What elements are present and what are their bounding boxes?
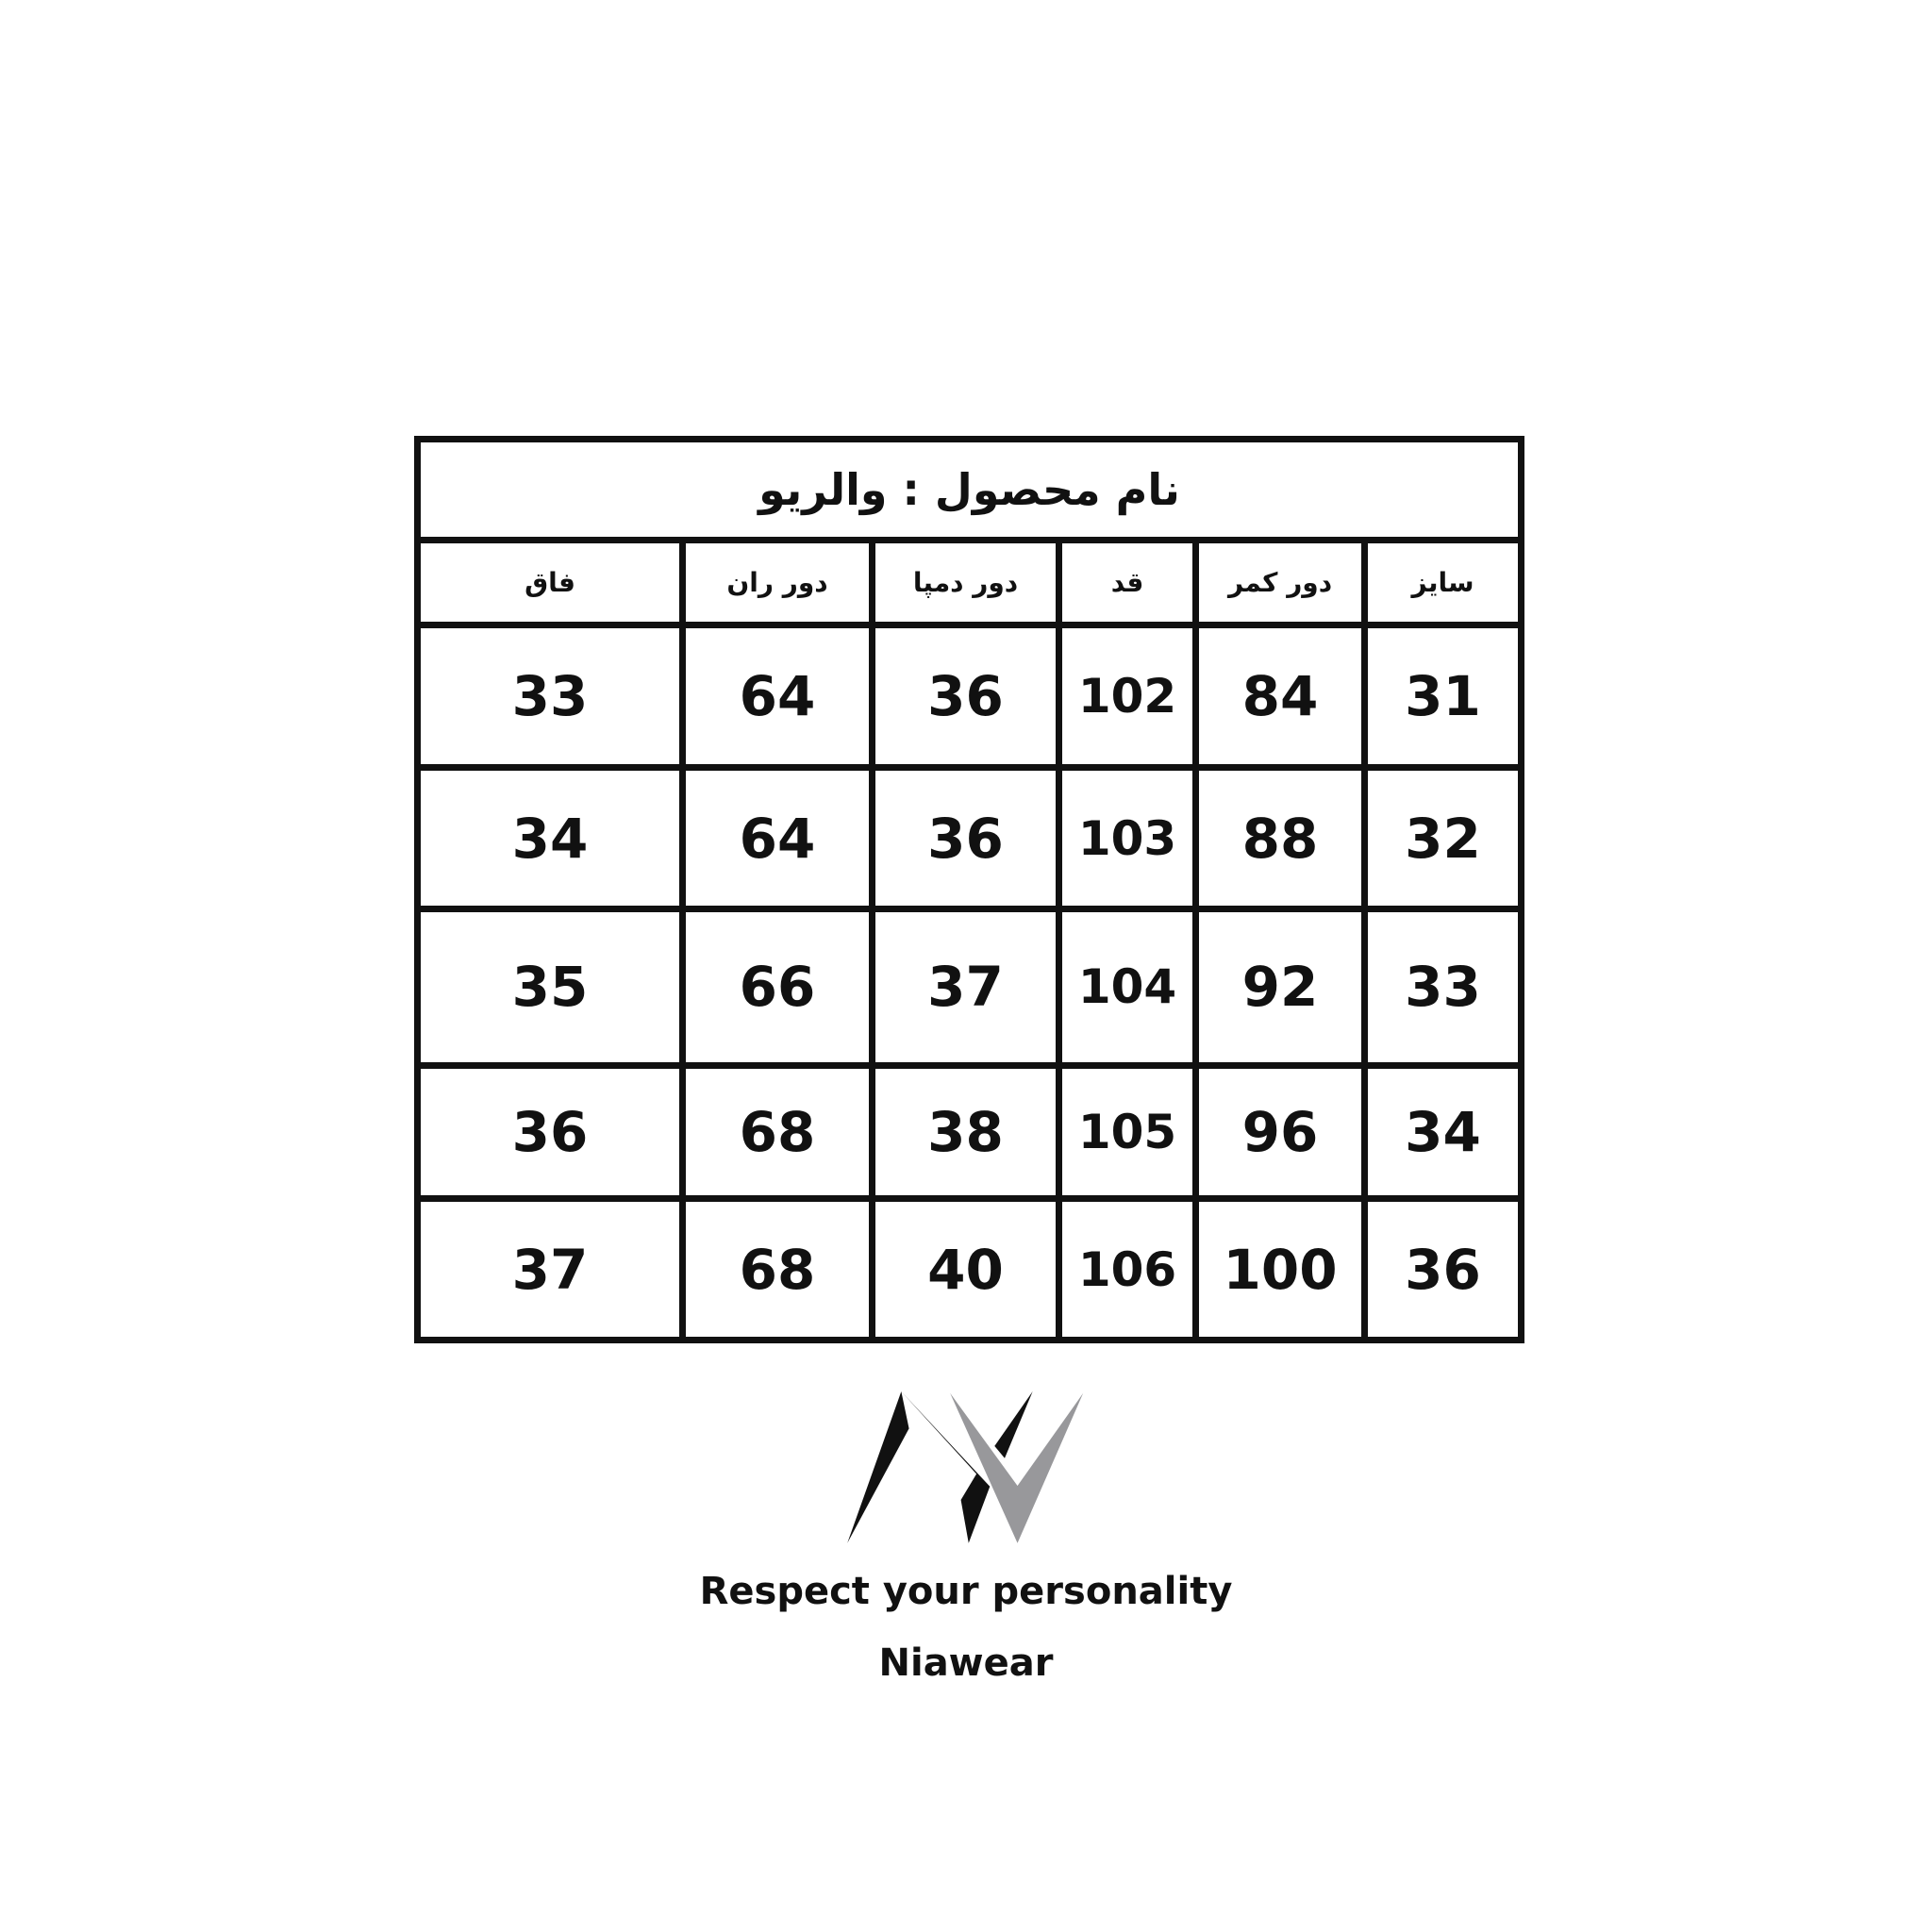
size-chart-table: نام محصول : والریو سایز دور کمر قد دور د… [413, 435, 1525, 1343]
table-row: 31 84 102 36 64 33 [413, 621, 1525, 772]
product-name: نام محصول : والریو [413, 435, 1525, 544]
table-cell: 40 [869, 1195, 1063, 1343]
table-cell: 96 [1192, 1061, 1369, 1203]
table-cell: 38 [869, 1061, 1063, 1203]
table-cell: 104 [1056, 906, 1200, 1069]
logo-diagonal-stroke [901, 1391, 991, 1543]
column-header: سایز [1361, 537, 1525, 628]
table-cell: 103 [1056, 764, 1200, 913]
table-cell: 106 [1056, 1195, 1200, 1343]
table-cell: 32 [1361, 764, 1525, 913]
table-cell: 34 [1361, 1061, 1525, 1203]
logo-top-right-stroke [994, 1391, 1033, 1458]
table-cell: 88 [1192, 764, 1369, 913]
title-row: نام محصول : والریو [413, 435, 1525, 544]
table-cell: 105 [1056, 1061, 1200, 1203]
column-header: دور ران [679, 537, 876, 628]
table-cell: 36 [869, 764, 1063, 913]
table-cell: 36 [869, 621, 1063, 772]
table-cell: 37 [413, 1195, 687, 1343]
logo-gray-v [950, 1392, 1084, 1543]
table-cell: 35 [413, 906, 687, 1069]
brand-name: Niawear [878, 1641, 1054, 1685]
column-header: قد [1056, 537, 1200, 628]
brand-slogan: Respect your personality [699, 1570, 1233, 1613]
table-cell: 31 [1361, 621, 1525, 772]
column-header: فاق [413, 537, 687, 628]
table-row: 36 100 106 40 68 37 [413, 1195, 1525, 1343]
table-cell: 64 [679, 764, 876, 913]
table-cell: 66 [679, 906, 876, 1069]
table-cell: 68 [679, 1195, 876, 1343]
column-header: دور کمر [1192, 537, 1369, 628]
table-cell: 36 [1361, 1195, 1525, 1343]
table-cell: 33 [413, 621, 687, 772]
table-row: 34 96 105 38 68 36 [413, 1061, 1525, 1203]
table-cell: 33 [1361, 906, 1525, 1069]
table-cell: 34 [413, 764, 687, 913]
table-cell: 100 [1192, 1195, 1369, 1343]
table-cell: 64 [679, 621, 876, 772]
table-row: 33 92 104 37 66 35 [413, 906, 1525, 1069]
table-cell: 37 [869, 906, 1063, 1069]
niawear-logo [847, 1391, 1084, 1543]
header-row: سایز دور کمر قد دور دمپا دور ران فاق [413, 537, 1525, 628]
table-cell: 84 [1192, 621, 1369, 772]
table-cell: 68 [679, 1061, 876, 1203]
table-row: 32 88 103 36 64 34 [413, 764, 1525, 913]
column-header: دور دمپا [869, 537, 1063, 628]
table-cell: 36 [413, 1061, 687, 1203]
table-cell: 92 [1192, 906, 1369, 1069]
table-cell: 102 [1056, 621, 1200, 772]
logo-left-stroke [847, 1391, 909, 1543]
